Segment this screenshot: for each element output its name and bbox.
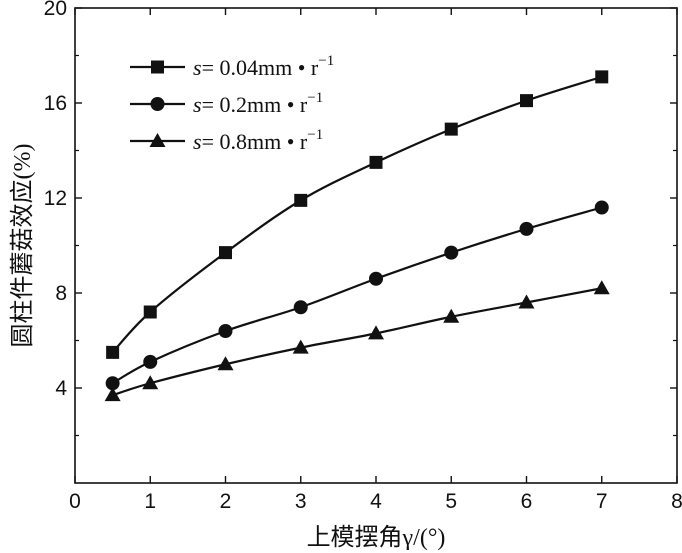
data-point-triangle: [443, 308, 460, 323]
y-tick-label: 12: [44, 187, 67, 210]
data-point-circle: [105, 376, 120, 391]
plot-area: [104, 70, 610, 402]
series-line-triangle: [112, 287, 602, 397]
y-tick-label: 16: [44, 92, 67, 115]
data-point-triangle: [104, 387, 121, 402]
y-tick-label: 20: [44, 0, 67, 20]
legend-label: s= 0.8mm • r−1: [193, 127, 323, 154]
series-line-circle: [112, 206, 603, 385]
plot-frame: [74, 7, 678, 484]
data-point-circle: [218, 324, 233, 338]
data-point-circle: [369, 271, 383, 286]
legend-label: s= 0.2mm • r−1: [193, 90, 323, 117]
data-point-square: [219, 246, 232, 260]
y-tick-label: 8: [55, 282, 67, 305]
data-point-square: [444, 122, 458, 136]
data-point-circle: [143, 354, 158, 369]
data-point-triangle: [217, 356, 234, 371]
x-tick-label: 0: [69, 490, 81, 513]
y-axis-title: 圆柱件蘑菇效应(%): [9, 144, 36, 348]
x-tick-label: 6: [521, 490, 533, 513]
x-tick-label: 8: [671, 490, 682, 513]
x-tick-label: 1: [144, 490, 156, 513]
data-point-circle: [444, 245, 459, 260]
data-point-square: [294, 193, 308, 207]
data-point-triangle: [292, 339, 309, 354]
data-point-square: [595, 70, 609, 84]
x-axis-title: 上模摆角γ/(°): [307, 524, 446, 551]
data-point-circle: [519, 221, 534, 236]
data-point-triangle: [593, 280, 610, 295]
legend-marker-triangle: [149, 133, 166, 147]
data-point-square: [520, 94, 533, 108]
legend: s= 0.04mm • r−1 s= 0.2mm • r−1 s= 0.8mm • …: [130, 53, 334, 154]
data-point-triangle: [518, 294, 535, 309]
legend-marker-square: [151, 60, 164, 74]
data-point-square: [143, 305, 157, 319]
data-point-circle: [293, 300, 308, 315]
series-line-square: [111, 75, 603, 354]
data-point-square: [369, 155, 383, 169]
legend-label: s= 0.04mm • r−1: [193, 53, 334, 80]
legend-marker-circle: [150, 97, 165, 111]
data-point-triangle: [368, 325, 384, 340]
data-point-triangle: [142, 375, 159, 390]
x-tick-label: 5: [445, 490, 457, 513]
data-point-circle: [594, 200, 609, 215]
x-tick-label: 2: [220, 490, 232, 513]
x-tick-label: 7: [596, 490, 608, 513]
data-point-square: [106, 345, 120, 359]
y-tick-label: 4: [55, 377, 67, 400]
x-tick-label: 3: [295, 490, 307, 513]
x-tick-label: 4: [370, 490, 382, 513]
